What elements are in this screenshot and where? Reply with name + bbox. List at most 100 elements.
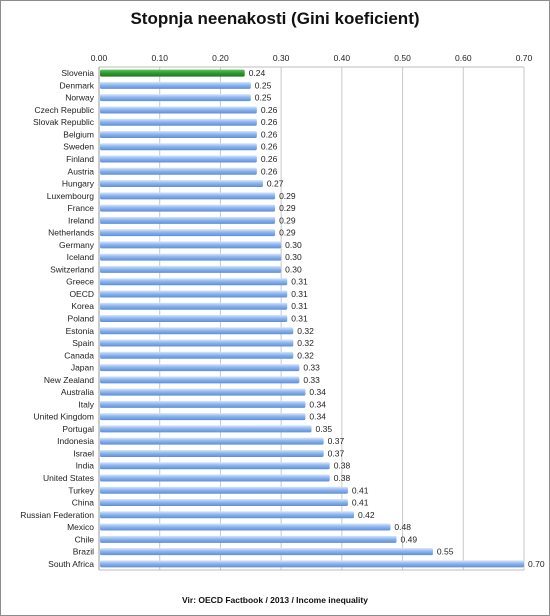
category-label: Turkey [68, 485, 94, 495]
category-label: United States [43, 473, 94, 483]
bar-estonia [100, 327, 294, 335]
bar-israel [100, 449, 324, 457]
value-label: 0.34 [309, 387, 326, 397]
x-tick-label: 0.40 [334, 53, 351, 63]
value-label: 0.35 [316, 424, 333, 434]
value-label: 0.55 [437, 547, 454, 557]
bar-oecd [100, 290, 288, 298]
value-label: 0.25 [255, 80, 272, 90]
value-label: 0.31 [291, 301, 308, 311]
value-label: 0.26 [261, 142, 278, 152]
bar-slovenia [100, 69, 245, 77]
value-label: 0.37 [328, 448, 345, 458]
category-label: Switzerland [50, 264, 94, 274]
category-label: China [72, 498, 94, 508]
value-label: 0.48 [394, 522, 411, 532]
category-label: Austria [68, 166, 95, 176]
category-label: Slovak Republic [33, 117, 95, 127]
bar-korea [100, 302, 288, 310]
value-label: 0.33 [303, 375, 320, 385]
source-note: Vir: OECD Factbook / 2013 / Income inequ… [182, 595, 368, 605]
bar-indonesia [100, 437, 324, 445]
category-label: Netherlands [48, 228, 94, 238]
bar-iceland [100, 253, 282, 261]
bar-austria [100, 167, 257, 175]
value-label: 0.26 [261, 166, 278, 176]
category-label: OECD [69, 289, 94, 299]
bar-belgium [100, 130, 257, 138]
category-label: Czech Republic [34, 105, 94, 115]
bar-spain [100, 339, 294, 347]
category-label: Estonia [66, 326, 95, 336]
value-label: 0.32 [297, 338, 314, 348]
category-label: Finland [66, 154, 94, 164]
value-label: 0.29 [279, 215, 296, 225]
value-label: 0.25 [255, 93, 272, 103]
bar-australia [100, 388, 306, 396]
category-label: Italy [78, 399, 94, 409]
x-tick-label: 0.30 [273, 53, 290, 63]
bar-united-kingdom [100, 413, 306, 421]
category-label: Norway [65, 93, 95, 103]
value-label: 0.38 [334, 461, 351, 471]
value-label: 0.31 [291, 314, 308, 324]
value-label: 0.29 [279, 191, 296, 201]
bar-chile [100, 535, 397, 543]
category-label: Canada [64, 350, 94, 360]
bar-canada [100, 351, 294, 359]
category-label: Poland [68, 314, 95, 324]
value-label: 0.41 [352, 498, 369, 508]
value-label: 0.49 [401, 534, 418, 544]
x-tick-label: 0.10 [151, 53, 168, 63]
category-label: Korea [71, 301, 94, 311]
bar-poland [100, 315, 288, 322]
bar-switzerland [100, 265, 282, 273]
x-tick-label: 0.70 [516, 53, 533, 63]
value-label: 0.26 [261, 154, 278, 164]
value-label: 0.26 [261, 129, 278, 139]
bar-south-africa [100, 560, 524, 568]
value-label: 0.29 [279, 203, 296, 213]
value-label: 0.70 [528, 559, 545, 569]
bar-germany [100, 241, 282, 249]
bar-ireland [100, 216, 276, 224]
category-label: Greece [66, 277, 94, 287]
bar-japan [100, 364, 300, 372]
value-label: 0.41 [352, 485, 369, 495]
category-label: Indonesia [57, 436, 94, 446]
value-label: 0.33 [303, 363, 320, 373]
category-label: Spain [72, 338, 94, 348]
x-tick-label: 0.50 [394, 53, 411, 63]
category-label: France [68, 203, 95, 213]
category-label: South Africa [48, 559, 94, 569]
category-label: Ireland [68, 215, 94, 225]
category-label: Hungary [62, 179, 95, 189]
bar-india [100, 462, 330, 470]
bar-finland [100, 155, 257, 163]
bar-slovak-republic [100, 118, 257, 126]
category-label: Luxembourg [47, 191, 95, 201]
x-tick-label: 0.60 [455, 53, 472, 63]
bar-sweden [100, 143, 257, 151]
bar-mexico [100, 523, 391, 531]
category-label: Belgium [63, 129, 94, 139]
bar-greece [100, 278, 288, 286]
category-label: United Kingdom [34, 412, 94, 422]
category-label: Slovenia [61, 68, 94, 78]
value-label: 0.32 [297, 350, 314, 360]
bar-united-states [100, 474, 330, 482]
value-label: 0.31 [291, 289, 308, 299]
category-label: Iceland [67, 252, 95, 262]
value-label: 0.30 [285, 252, 302, 262]
category-label: Denmark [60, 80, 95, 90]
bar-turkey [100, 486, 348, 494]
value-label: 0.30 [285, 240, 302, 250]
value-label: 0.38 [334, 473, 351, 483]
category-label: Japan [71, 363, 94, 373]
category-label: Australia [61, 387, 94, 397]
bar-brazil [100, 548, 433, 556]
bar-czech-republic [100, 106, 257, 114]
value-label: 0.26 [261, 105, 278, 115]
value-label: 0.34 [309, 412, 326, 422]
